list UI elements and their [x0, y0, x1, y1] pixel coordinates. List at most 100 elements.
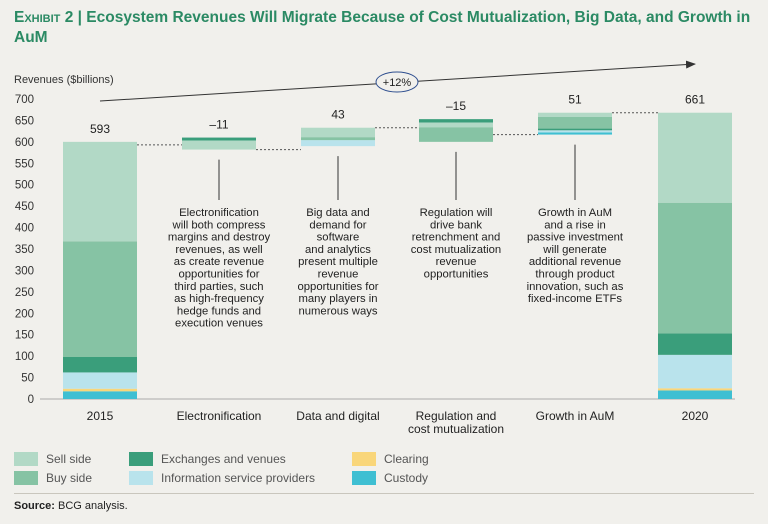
- annotation-text: software: [317, 232, 360, 244]
- step-segment-sell-side: [419, 122, 493, 128]
- y-tick-label: 200: [15, 308, 34, 320]
- step-segment-sell-side: [301, 127, 375, 138]
- title-text: Ecosystem Revenues Will Migrate Because …: [14, 9, 751, 46]
- bar-segment-buy-side: [63, 241, 137, 357]
- annotation-text: demand for: [309, 219, 366, 231]
- source-note: Source: BCG analysis.: [14, 500, 128, 512]
- step-segment-exchanges-and-venues: [538, 128, 612, 131]
- y-tick-label: 700: [15, 94, 34, 106]
- annotation-text: additional revenue: [529, 256, 621, 268]
- bar-segment-information-service-providers: [63, 372, 137, 389]
- annotation-text: Electronification: [179, 207, 259, 219]
- step-segment-exchanges-and-venues: [419, 119, 493, 123]
- total-label-2015: 593: [90, 122, 110, 136]
- annotation-text: innovation, such as: [527, 281, 624, 293]
- annotation-text: will generate: [542, 244, 606, 256]
- step-value-label: –15: [446, 99, 466, 113]
- annotation-text: retrenchment and: [412, 232, 501, 244]
- annotation-text: and analytics: [305, 244, 371, 256]
- legend-label: Exchanges and venues: [161, 452, 286, 466]
- annotation-text: cost mutualization: [411, 244, 501, 256]
- waterfall-chart: Revenues ($billions) 0 50 100 150 200 250 300 35…: [14, 60, 735, 436]
- bar-segment-exchanges-and-venues: [658, 333, 732, 355]
- annotation-text: execution venues: [175, 318, 263, 330]
- exhibit-title: Exhibit 2 | Ecosystem Revenues Will Migr…: [14, 8, 754, 48]
- step-value-label: 51: [568, 93, 582, 107]
- step-segment-custody: [538, 132, 612, 135]
- x-category-label: 2020: [682, 409, 709, 423]
- annotation-text: drive bank: [430, 219, 482, 231]
- legend-swatch: [129, 471, 153, 485]
- legend-swatch: [14, 452, 38, 466]
- y-tick-label: 550: [15, 158, 34, 170]
- annotation-text: margins and destroy: [168, 232, 271, 244]
- y-tick-label: 300: [15, 265, 34, 277]
- x-category-label: Electronification: [177, 409, 262, 423]
- exhibit-label: Exhibit 2: [14, 9, 74, 26]
- title-separator: |: [77, 9, 82, 26]
- step-value-label: 43: [331, 108, 345, 122]
- y-tick-label: 600: [15, 137, 34, 149]
- x-category-label: cost mutualization: [408, 422, 504, 436]
- footer-divider: [14, 493, 754, 494]
- annotation-text: Growth in AuM: [538, 207, 612, 219]
- y-tick-label: 150: [15, 330, 34, 342]
- step-value-label: –11: [209, 118, 228, 132]
- legend-label: Buy side: [46, 471, 93, 485]
- step-segment-exchanges-and-venues: [182, 137, 256, 141]
- step-segment-buy-side: [538, 117, 612, 129]
- step-segment-sell-side: [182, 140, 256, 150]
- annotation-text: opportunities: [424, 269, 489, 281]
- x-category-label: Data and digital: [296, 409, 379, 423]
- y-tick-label: 400: [15, 223, 34, 235]
- annotation-text: Big data and: [306, 207, 369, 219]
- legend: Sell side Exchanges and venues Clearing …: [14, 451, 474, 491]
- y-axis-label: Revenues ($billions): [14, 74, 114, 86]
- annotation-text: Regulation will: [420, 207, 493, 219]
- annotation-text: numerous ways: [298, 305, 377, 317]
- y-tick-label: 450: [15, 201, 34, 213]
- annotation-text: as create revenue: [174, 256, 264, 268]
- annotation-text: hedge funds and: [177, 305, 261, 317]
- legend-label: Custody: [384, 471, 429, 485]
- source-label: Source:: [14, 500, 55, 512]
- annotation-text: as high-frequency: [174, 293, 264, 305]
- legend-swatch: [129, 452, 153, 466]
- y-tick-label: 100: [15, 351, 34, 363]
- annotation-text: many players in: [298, 293, 377, 305]
- legend-label: Clearing: [384, 452, 429, 466]
- growth-label: +12%: [383, 77, 412, 89]
- annotation-text: opportunities for: [178, 269, 259, 281]
- legend-label: Sell side: [46, 452, 92, 466]
- total-label-2020: 661: [685, 93, 705, 107]
- y-tick-label: 500: [15, 180, 34, 192]
- step-segment-sell-side: [538, 112, 612, 117]
- legend-swatch: [14, 471, 38, 485]
- bar-segment-clearing: [658, 388, 732, 391]
- step-segment-information-service-providers: [538, 130, 612, 133]
- y-tick-label: 50: [21, 373, 34, 385]
- legend-swatch: [352, 452, 376, 466]
- y-tick-label: 0: [28, 394, 34, 406]
- annotation-text: passive investment: [527, 232, 624, 244]
- annotation-text: third parties, such: [174, 281, 263, 293]
- annotation-text: revenue: [318, 269, 359, 281]
- annotation-text: revenue: [436, 256, 477, 268]
- bar-segment-information-service-providers: [658, 354, 732, 389]
- annotation-text: present multiple: [298, 256, 378, 268]
- step-segment-buy-side: [419, 127, 493, 142]
- bar-segment-custody: [63, 391, 137, 399]
- x-category-label: Growth in AuM: [536, 409, 615, 423]
- annotation-text: opportunities for: [297, 281, 378, 293]
- annotation-text: fixed-income ETFs: [528, 293, 623, 305]
- bar-segment-exchanges-and-venues: [63, 357, 137, 373]
- bar-segment-custody: [658, 390, 732, 399]
- bar-segment-buy-side: [658, 202, 732, 334]
- y-tick-label: 250: [15, 287, 34, 299]
- x-category-label: Regulation and: [416, 409, 497, 423]
- bar-segment-clearing: [63, 388, 137, 392]
- step-segment-information-service-providers: [301, 140, 375, 147]
- annotation-text: will both compress: [172, 219, 266, 231]
- bar-segment-sell-side: [63, 141, 137, 242]
- step-segment-buy-side: [301, 137, 375, 141]
